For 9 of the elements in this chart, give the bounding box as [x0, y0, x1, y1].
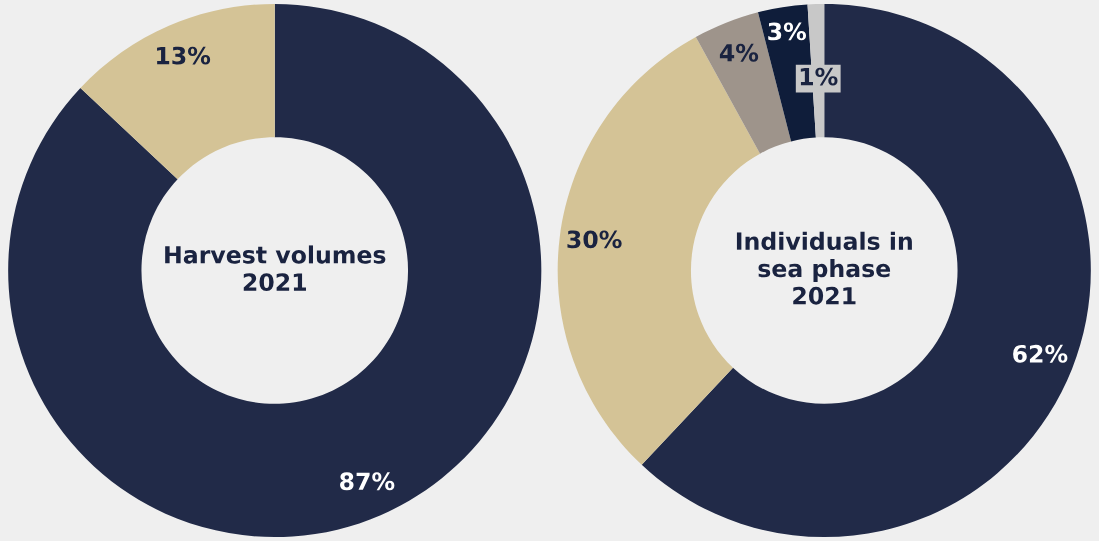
data-label: 4% [719, 43, 759, 62]
text: Individuals in sea phase 2021 [736, 231, 912, 305]
data-label: 62% [1013, 344, 1068, 363]
text: Harvest volumes 2021 [165, 245, 386, 292]
data-label: 13% [157, 46, 211, 65]
data-label: 30% [567, 230, 622, 249]
data-label: 87% [340, 472, 395, 491]
data-label: 1% [800, 67, 838, 86]
data-label: 3% [768, 22, 807, 41]
